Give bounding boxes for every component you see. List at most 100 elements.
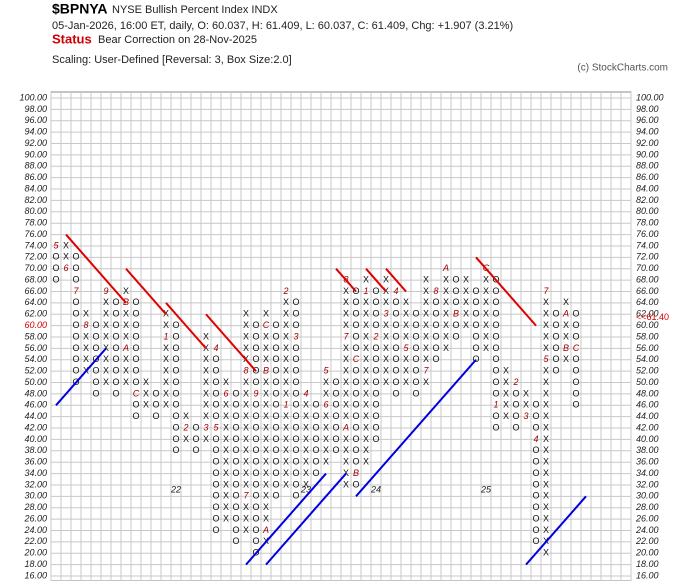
box: O xyxy=(252,422,259,432)
y-tick-label-right: 82.00 xyxy=(636,195,659,205)
box: X xyxy=(383,274,389,284)
month-marker: 2 xyxy=(372,331,378,341)
box: X xyxy=(263,343,269,353)
box: X xyxy=(223,422,229,432)
box: O xyxy=(452,331,459,341)
box: O xyxy=(52,252,59,262)
y-tick-label-right: 88.00 xyxy=(636,161,659,171)
box: O xyxy=(172,434,179,444)
month-marker: 4 xyxy=(303,388,308,398)
box: X xyxy=(283,411,289,421)
box: X xyxy=(223,445,229,455)
box: O xyxy=(372,422,379,432)
box: O xyxy=(112,377,119,387)
box: O xyxy=(532,468,539,478)
y-tick-label: 72.00 xyxy=(24,252,47,262)
box: O xyxy=(492,309,499,319)
y-tick-label: 80.00 xyxy=(24,206,47,216)
box: O xyxy=(252,320,259,330)
month-marker: 7 xyxy=(543,286,549,296)
box: X xyxy=(303,411,309,421)
box: O xyxy=(232,434,239,444)
box: O xyxy=(212,457,219,467)
box: O xyxy=(292,457,299,467)
box: O xyxy=(532,479,539,489)
box: O xyxy=(232,502,239,512)
y-tick-label-right: 78.00 xyxy=(636,218,659,228)
box: O xyxy=(272,445,279,455)
y-tick-label-right: 36.00 xyxy=(636,457,659,467)
box: X xyxy=(243,400,249,410)
box: O xyxy=(172,320,179,330)
y-tick-label-right: 20.00 xyxy=(635,548,659,558)
y-tick-label: 78.00 xyxy=(24,218,47,228)
box: O xyxy=(232,388,239,398)
box: X xyxy=(243,343,249,353)
box: X xyxy=(543,479,549,489)
box: X xyxy=(163,400,169,410)
box: X xyxy=(263,479,269,489)
y-tick-label: 68.00 xyxy=(24,274,47,284)
box: O xyxy=(372,400,379,410)
box: O xyxy=(492,297,499,307)
trendline xyxy=(245,472,327,566)
box: O xyxy=(172,354,179,364)
box: O xyxy=(212,502,219,512)
box: O xyxy=(132,377,139,387)
y-tick-label-right: 54.00 xyxy=(636,354,659,364)
box: O xyxy=(572,331,579,341)
box: X xyxy=(383,377,389,387)
box: X xyxy=(363,434,369,444)
month-marker: C xyxy=(573,343,580,353)
box: X xyxy=(283,434,289,444)
box: X xyxy=(543,297,549,307)
box: X xyxy=(283,297,289,307)
y-tick-label: 96.00 xyxy=(24,115,47,125)
box: O xyxy=(372,366,379,376)
month-marker: 9 xyxy=(103,286,108,296)
box: O xyxy=(212,388,219,398)
trendline xyxy=(335,268,357,293)
box: X xyxy=(383,354,389,364)
box: X xyxy=(343,297,349,307)
box: X xyxy=(543,468,549,478)
column: XXX xyxy=(143,377,149,410)
box: O xyxy=(252,377,259,387)
box: O xyxy=(472,286,479,296)
box: O xyxy=(292,479,299,489)
month-marker: 7 xyxy=(423,366,429,376)
box: O xyxy=(232,457,239,467)
box: O xyxy=(552,354,559,364)
box: X xyxy=(523,400,529,410)
box: O xyxy=(372,309,379,319)
trendline xyxy=(385,268,407,293)
box: O xyxy=(332,377,339,387)
box: X xyxy=(343,343,349,353)
box: O xyxy=(432,297,439,307)
box: O xyxy=(112,320,119,330)
box: X xyxy=(163,320,169,330)
box: X xyxy=(283,354,289,364)
box: X xyxy=(343,468,349,478)
month-marker: 2 xyxy=(512,377,518,387)
month-marker: B xyxy=(353,468,359,478)
y-tick-label: 82.00 xyxy=(24,195,47,205)
box: X xyxy=(303,468,309,478)
box: X xyxy=(283,343,289,353)
column: OOOOOOOO7OOO xyxy=(72,252,79,387)
y-tick-label-right: 24.00 xyxy=(635,525,659,535)
y-tick-label: 86.00 xyxy=(24,172,47,182)
box: X xyxy=(83,354,89,364)
box: O xyxy=(392,309,399,319)
box: O xyxy=(312,400,319,410)
box: O xyxy=(232,536,239,546)
y-tick-label: 30.00 xyxy=(24,491,47,501)
y-tick-label: 38.00 xyxy=(24,445,47,455)
box: O xyxy=(212,513,219,523)
box: X xyxy=(203,366,209,376)
box: X xyxy=(443,331,449,341)
box: O xyxy=(272,366,279,376)
